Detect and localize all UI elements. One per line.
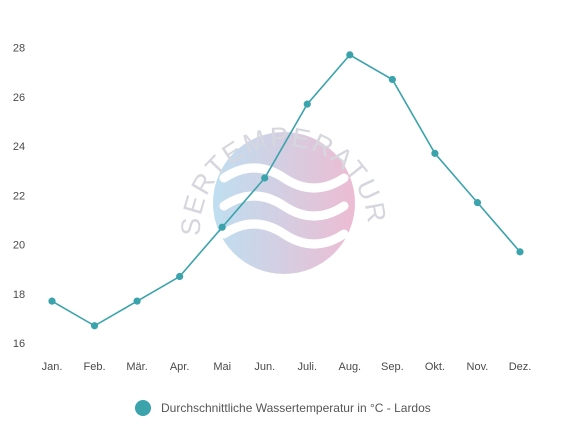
x-tick-label: Sep.	[381, 361, 404, 373]
y-tick-label: 18	[13, 289, 25, 301]
x-tick-label: Mai	[213, 361, 231, 373]
data-point[interactable]	[473, 199, 482, 207]
data-point[interactable]	[303, 100, 311, 108]
y-tick-label: 22	[13, 190, 25, 202]
x-tick-label: Dez.	[509, 361, 532, 373]
x-tick-label: Mär.	[126, 361, 147, 373]
x-tick-label: Jan.	[42, 361, 63, 373]
x-tick-label: Nov.	[467, 361, 489, 373]
y-tick-label: 16	[13, 338, 25, 350]
data-point[interactable]	[90, 322, 99, 330]
data-point[interactable]	[133, 297, 141, 305]
x-tick-label: Jun.	[254, 361, 275, 373]
series-layer	[48, 51, 524, 330]
x-tick-label: Okt.	[425, 361, 445, 373]
data-point[interactable]	[388, 75, 396, 84]
series-line	[51, 53, 521, 327]
y-tick-label: 20	[13, 240, 25, 252]
x-tick-label: Aug.	[338, 361, 361, 373]
data-point[interactable]	[218, 223, 226, 231]
y-tick-label: 26	[13, 92, 25, 104]
data-point[interactable]	[431, 149, 439, 157]
data-point[interactable]	[176, 272, 184, 281]
data-point[interactable]	[48, 297, 56, 305]
x-tick-label: Apr.	[170, 361, 190, 373]
data-point[interactable]	[261, 174, 269, 182]
x-tick-label: Feb.	[84, 361, 106, 373]
legend-label[interactable]: Durchschnittliche Wassertemperatur in °C…	[161, 401, 431, 415]
legend-marker[interactable]	[135, 400, 151, 416]
data-point[interactable]	[516, 248, 524, 256]
y-tick-label: 24	[13, 141, 25, 153]
watermark-waves	[219, 163, 349, 249]
legend[interactable]: Durchschnittliche Wassertemperatur in °C…	[135, 400, 431, 416]
data-point[interactable]	[346, 51, 354, 59]
watermark-logo: WASSERTEMPERATUR.ORG	[0, 0, 390, 274]
y-tick-label: 28	[13, 43, 25, 55]
y-axis: 16 18 20 22 24 26 28	[13, 43, 25, 351]
x-axis: Jan. Feb. Mär. Apr. Mai Jun. Juli. Aug. Sep. Okt.…	[42, 361, 532, 373]
x-tick-label: Juli.	[297, 361, 317, 373]
